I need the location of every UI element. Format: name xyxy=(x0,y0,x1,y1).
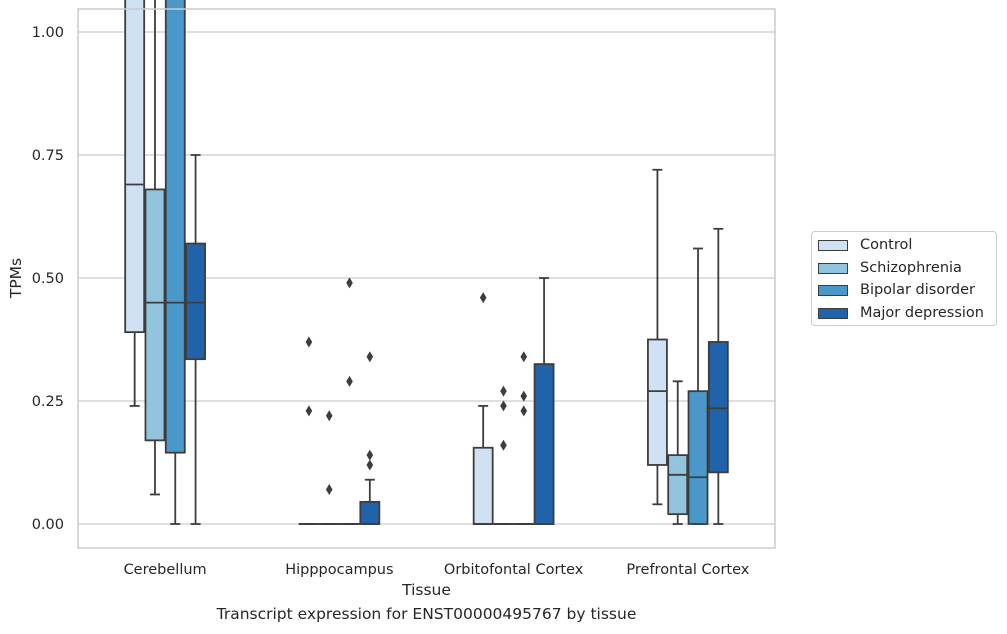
y-tick-labels: 0.000.250.500.751.001.251.501.752.00 xyxy=(32,25,64,533)
y-axis-label: TPMs xyxy=(7,258,25,299)
box-major-depression-cerebellum xyxy=(185,154,206,525)
x-tick-labels: Cerebellum Hipppocampus Orbitofontal Corte… xyxy=(124,562,750,578)
legend-label-bipolar-disorder: Bipolar disorder xyxy=(860,282,975,298)
box-iqr xyxy=(707,341,729,474)
box-iqr xyxy=(533,363,555,525)
box-control-prefrontal-cortex xyxy=(647,168,668,506)
box-iqr xyxy=(359,500,381,525)
x-axis-label: Tissue xyxy=(401,581,451,599)
x-tick-label: Hipppocampus xyxy=(285,562,393,578)
outlier-point xyxy=(346,375,353,387)
box-iqr xyxy=(472,446,494,525)
outlier-point xyxy=(500,385,507,397)
box-iqr xyxy=(647,338,668,466)
legend-swatch-control xyxy=(818,239,848,251)
outlier-point xyxy=(520,351,528,363)
outlier-point xyxy=(325,484,333,496)
box-bipolar-disorder-cerebellum xyxy=(164,0,186,525)
x-tick-label: Orbitofontal Cortex xyxy=(444,562,584,578)
outlier-point xyxy=(366,351,374,363)
outlier-point xyxy=(305,336,313,348)
y-tick-label: 1.00 xyxy=(32,25,64,41)
legend-item-bipolar-disorder: Bipolar disorder xyxy=(818,280,975,300)
legend-item-control: Control xyxy=(818,235,912,255)
outlier-point xyxy=(366,449,374,461)
box-schizophrenia-cerebellum xyxy=(144,0,166,496)
box-iqr xyxy=(687,390,709,525)
legend-label-control: Control xyxy=(860,237,913,253)
legend-swatch-bipolar-disorder xyxy=(818,284,848,296)
box-control-orbitofontal-cortex xyxy=(472,292,494,525)
box-bipolar-disorder-orbitofontal-cortex xyxy=(513,351,535,525)
box-major-depression-prefrontal-cortex xyxy=(707,227,729,525)
legend-label-schizophrenia: Schizophrenia xyxy=(860,260,962,276)
legend-label-major-depression: Major depression xyxy=(860,305,984,321)
y-tick-label: 0.00 xyxy=(32,517,64,533)
box-bipolar-disorder-hipppocampus xyxy=(339,277,360,525)
outlier-point xyxy=(366,459,374,471)
x-tick-label: Prefrontal Cortex xyxy=(626,562,749,578)
outlier-point xyxy=(479,292,487,304)
box-iqr xyxy=(124,0,146,334)
legend: Control Schizophrenia Bipolar disorder M… xyxy=(811,231,997,326)
box-schizophrenia-orbitofontal-cortex xyxy=(493,385,514,525)
box-schizophrenia-prefrontal-cortex xyxy=(667,380,689,525)
box-schizophrenia-hipppocampus xyxy=(318,410,340,525)
figure-caption: Transcript expression for ENST0000049576… xyxy=(216,605,637,623)
boxes-layer xyxy=(124,0,729,525)
outlier-point xyxy=(500,439,507,451)
y-tick-label: 0.25 xyxy=(32,394,64,410)
box-major-depression-orbitofontal-cortex xyxy=(533,277,555,525)
y-tick-label: 0.75 xyxy=(32,148,64,164)
y-tick-label: 0.50 xyxy=(32,271,64,287)
outlier-point xyxy=(500,400,507,412)
box-iqr xyxy=(185,242,206,361)
box-iqr xyxy=(667,454,689,516)
box-iqr xyxy=(164,0,186,454)
box-control-hipppocampus xyxy=(298,336,320,525)
box-iqr xyxy=(144,188,166,442)
outlier-point xyxy=(305,405,313,417)
x-tick-label: Cerebellum xyxy=(124,562,207,578)
legend-swatch-schizophrenia xyxy=(818,262,848,274)
outlier-point xyxy=(520,405,528,417)
box-major-depression-hipppocampus xyxy=(359,351,381,525)
box-bipolar-disorder-prefrontal-cortex xyxy=(687,247,709,525)
outlier-point xyxy=(520,390,528,402)
box-control-cerebellum xyxy=(124,0,146,407)
legend-item-major-depression: Major depression xyxy=(818,303,984,323)
outlier-point xyxy=(346,277,353,289)
plot-frame xyxy=(77,8,776,549)
legend-swatch-major-depression xyxy=(818,307,848,319)
legend-item-schizophrenia: Schizophrenia xyxy=(818,258,962,278)
outlier-point xyxy=(325,410,333,422)
